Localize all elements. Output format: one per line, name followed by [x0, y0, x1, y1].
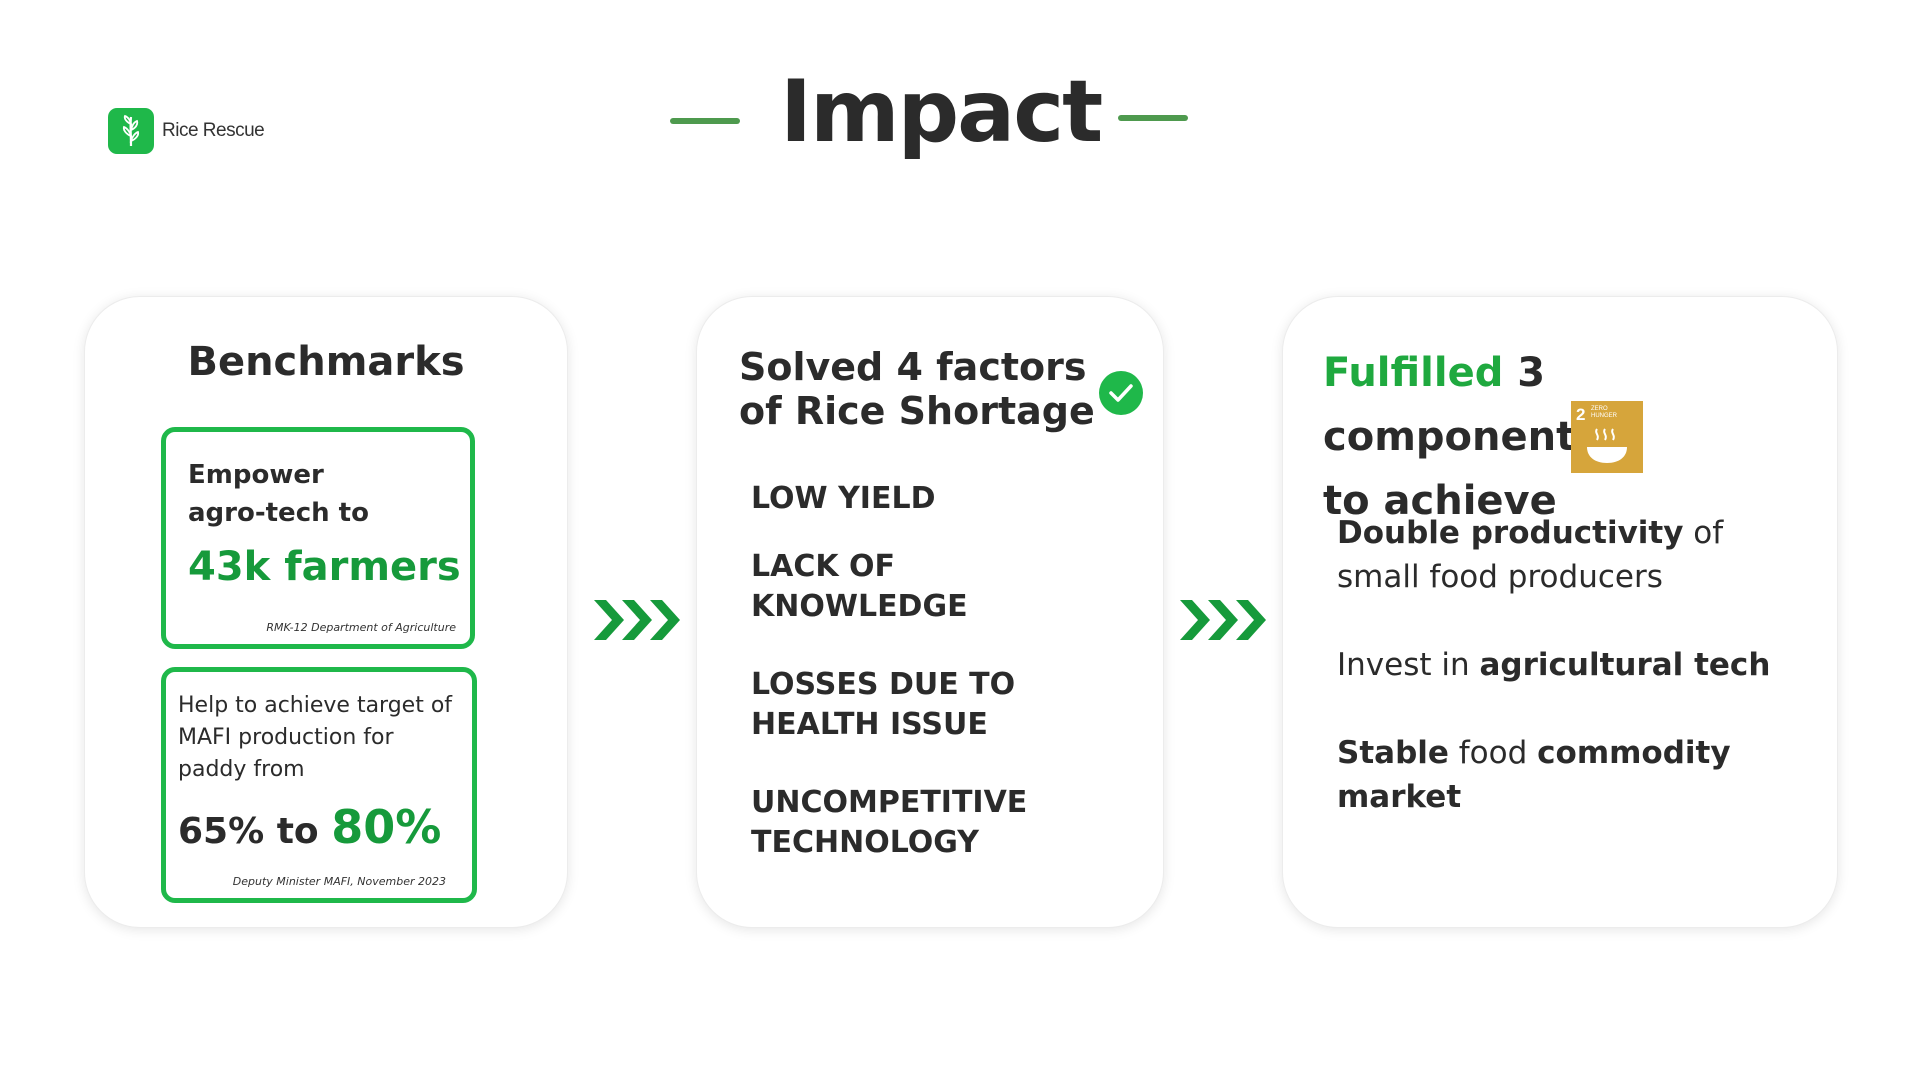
checkmark-icon	[1099, 371, 1143, 415]
factor-1-line-1: LOW YIELD	[751, 481, 936, 516]
factor-3-line-1: LOSSES DUE TO	[751, 667, 1016, 702]
target-from: 65% to	[178, 811, 319, 852]
target-line-3: paddy from	[178, 757, 305, 782]
components-heading-line-2: to achieve	[1323, 478, 1557, 524]
sdg-number: 2	[1576, 405, 1586, 424]
factor-item: UNCOMPETITIVE TECHNOLOGY	[751, 783, 1141, 863]
component-3-bold-2: commodity market	[1337, 735, 1731, 815]
factors-heading-line-2: of Rice Shortage	[739, 389, 1095, 433]
component-item: Double productivity of small food produc…	[1337, 511, 1807, 599]
farmers-line-2: agro-tech to	[188, 498, 369, 528]
benchmarks-card: Benchmarks Empower agro-tech to 43k farm…	[84, 296, 568, 928]
component-item: Stable food commodity market	[1337, 731, 1807, 819]
bowl-icon	[1587, 428, 1627, 463]
components-heading-rest: 3 components	[1323, 350, 1599, 460]
components-card: Fulfilled 3 components to achieve 2 ZERO…	[1282, 296, 1838, 928]
farmers-highlight: 43k farmers	[188, 544, 461, 590]
component-2-bold: agricultural tech	[1479, 647, 1771, 683]
brand-logo: Rice Rescue	[108, 108, 265, 154]
title-right-rule	[1118, 115, 1188, 121]
factor-2-line-1: LACK OF	[751, 549, 896, 584]
factor-item: LOSSES DUE TO HEALTH ISSUE	[751, 665, 1141, 745]
farmers-line-1: Empower	[188, 460, 324, 490]
factor-item: LOW YIELD	[751, 479, 1141, 519]
component-3-bold-1: Stable	[1337, 735, 1449, 771]
title-left-rule	[670, 118, 740, 124]
component-item: Invest in agricultural tech	[1337, 643, 1807, 687]
rice-stalk-icon	[108, 108, 154, 154]
sdg-label-line-1: ZERO	[1591, 406, 1608, 412]
farmers-source: RMK-12 Department of Agriculture	[266, 621, 456, 634]
production-target-text: Help to achieve target of MAFI productio…	[178, 690, 452, 786]
farmers-benchmark-box: Empower agro-tech to 43k farmers RMK-12 …	[161, 427, 475, 649]
slide-title-block: Impact	[670, 62, 1190, 172]
component-1-bold: Double productivity	[1337, 515, 1684, 551]
factors-heading-line-1: Solved 4 factors	[739, 345, 1087, 389]
chevron-arrows-icon	[592, 598, 684, 646]
farmers-benchmark-text: Empower agro-tech to	[188, 456, 369, 532]
target-line-1: Help to achieve target of	[178, 693, 453, 718]
slide-title: Impact	[780, 62, 1103, 162]
sdg-label-line-2: HUNGER	[1591, 413, 1618, 419]
target-line-2: MAFI production for	[178, 725, 394, 750]
target-to: 80%	[331, 800, 442, 854]
component-1-rest: of small food producers	[1337, 515, 1724, 595]
components-heading: Fulfilled 3 components to achieve	[1323, 341, 1823, 533]
factor-item: LACK OF KNOWLEDGE	[751, 547, 1141, 627]
chevron-arrows-icon	[1178, 598, 1270, 646]
factors-card: Solved 4 factors of Rice Shortage LOW YI…	[696, 296, 1164, 928]
factor-4-line-2: TECHNOLOGY	[751, 825, 979, 860]
component-3-plain: food	[1448, 735, 1538, 771]
components-heading-highlight: Fulfilled	[1323, 350, 1504, 396]
brand-name: Rice Rescue	[162, 120, 265, 141]
sdg-zero-hunger-icon: 2 ZERO HUNGER	[1571, 401, 1643, 473]
sdg-label: ZERO HUNGER	[1591, 406, 1617, 420]
components-heading-line-1: Fulfilled 3 components	[1323, 341, 1823, 469]
factor-4-line-1: UNCOMPETITIVE	[751, 785, 1028, 820]
factor-3-line-2: HEALTH ISSUE	[751, 707, 988, 742]
benchmarks-heading: Benchmarks	[187, 339, 465, 385]
target-source: Deputy Minister MAFI, November 2023	[232, 875, 446, 888]
production-target-box: Help to achieve target of MAFI productio…	[161, 667, 477, 903]
factors-heading: Solved 4 factors of Rice Shortage	[739, 345, 1109, 433]
target-percentages: 65% to 80%	[178, 800, 441, 854]
component-2-plain: Invest in	[1337, 647, 1480, 683]
factor-2-line-2: KNOWLEDGE	[751, 589, 968, 624]
